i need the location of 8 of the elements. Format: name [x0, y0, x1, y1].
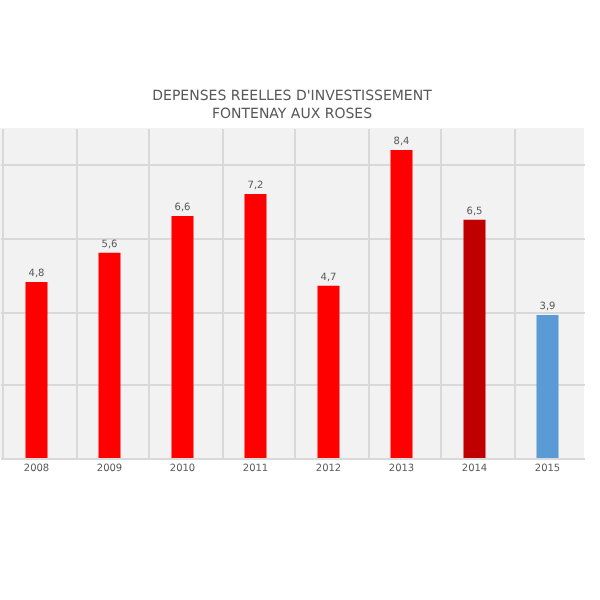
bar: [536, 315, 559, 458]
bar: [25, 282, 48, 458]
bar: [390, 150, 413, 458]
bar: [244, 194, 267, 458]
bar: [463, 219, 486, 458]
bar: [171, 216, 194, 458]
bar: [317, 285, 340, 458]
bar: [98, 252, 121, 458]
